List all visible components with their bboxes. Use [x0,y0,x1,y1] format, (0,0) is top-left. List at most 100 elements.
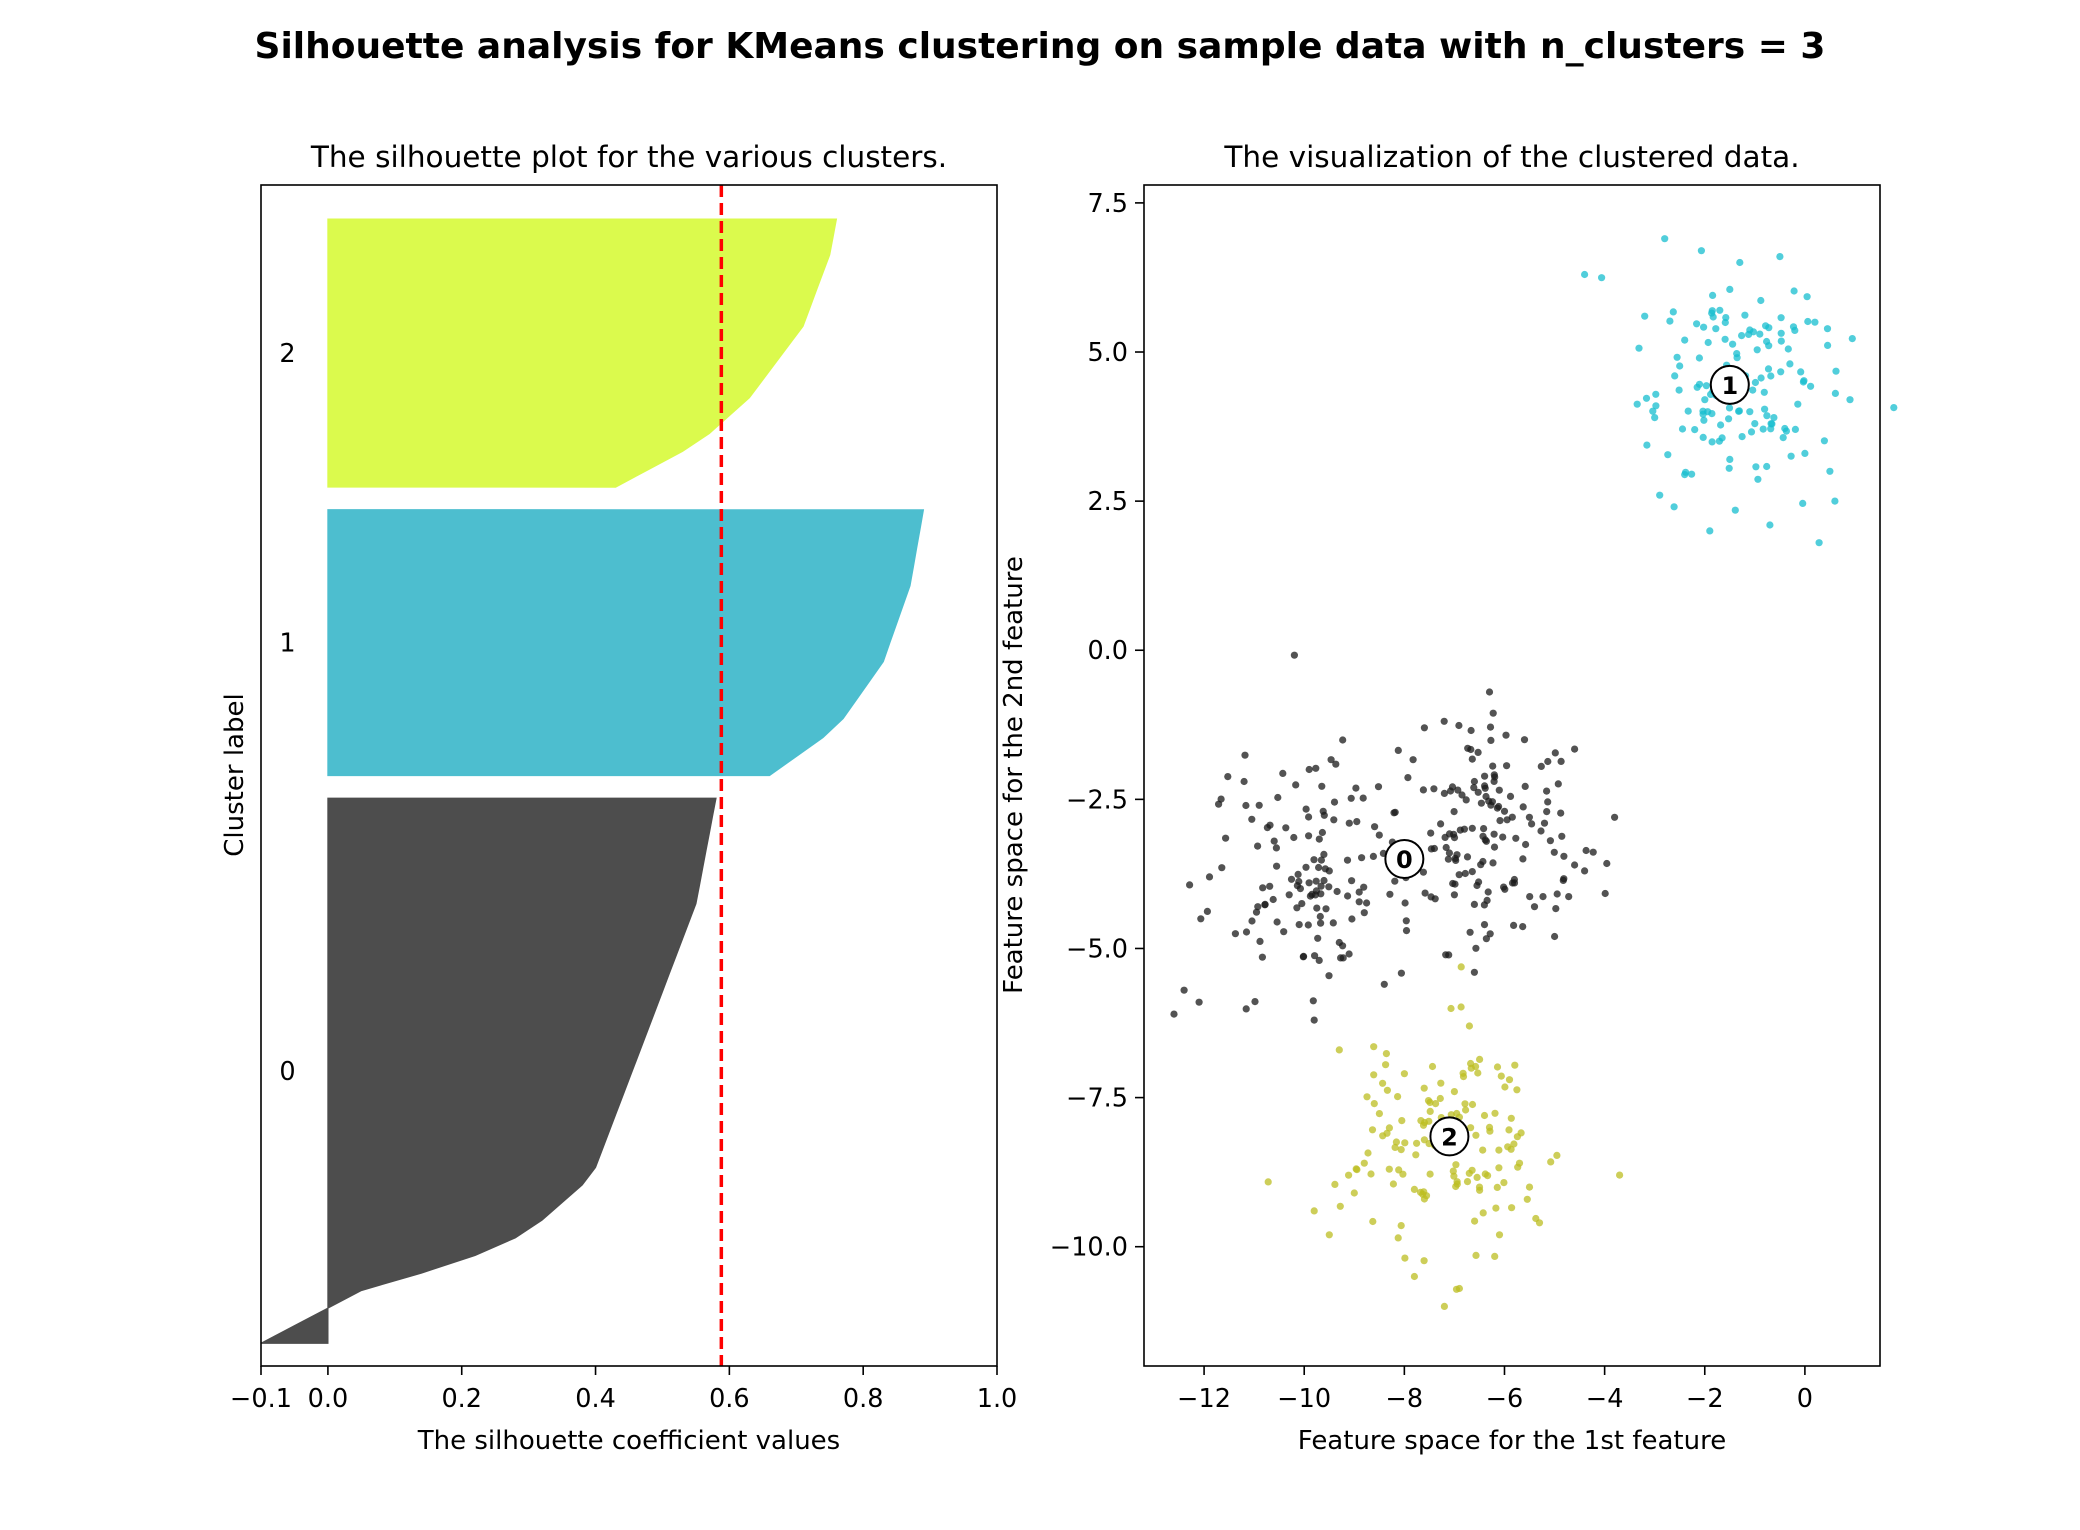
scatter-point-cluster-1 [1695,354,1703,362]
scatter-point-cluster-0 [1348,877,1356,885]
scatter-point-cluster-1 [1831,497,1839,505]
scatter-point-cluster-0 [1519,923,1527,931]
scatter-point-cluster-1 [1726,455,1734,463]
scatter-point-cluster-0 [1419,786,1427,794]
scatter-point-cluster-0 [1325,867,1333,875]
scatter-point-cluster-2 [1389,1180,1397,1188]
scatter-point-cluster-0 [1601,889,1609,898]
scatter-point-cluster-2 [1449,1167,1457,1175]
scatter-point-cluster-0 [1571,861,1579,869]
scatter-point-cluster-1 [1763,462,1771,471]
scatter-point-cluster-0 [1468,824,1476,832]
scatter-point-cluster-1 [1736,258,1744,267]
scatter-point-cluster-2 [1492,1204,1500,1212]
scatter-point-cluster-1 [1779,434,1787,442]
cluster-label-1: 1 [279,629,295,659]
scatter-point-cluster-0 [1345,950,1353,958]
scatter-point-cluster-0 [1482,935,1490,943]
scatter-point-cluster-0 [1445,951,1453,959]
scatter-point-cluster-1 [1664,451,1672,459]
scatter-point-cluster-0 [1489,709,1497,717]
scatter-point-cluster-1 [1786,360,1794,368]
scatter-point-cluster-2 [1369,1217,1377,1226]
scatter-point-cluster-1 [1790,287,1798,295]
scatter-point-cluster-2 [1426,1170,1434,1178]
scatter-point-cluster-0 [1402,927,1411,935]
scatter-point-cluster-0 [1463,853,1472,861]
scatter-point-cluster-0 [1520,736,1529,744]
scatter-point-cluster-0 [1490,843,1499,851]
scatter-point-cluster-0 [1360,883,1368,891]
scatter-point-cluster-0 [1543,787,1551,795]
scatter-point-cluster-2 [1450,1088,1458,1096]
scatter-point-cluster-0 [1603,859,1611,868]
scatter-point-cluster-1 [1684,407,1692,415]
scatter-point-cluster-2 [1453,1109,1461,1118]
scatter-x-tick-label: 0 [1797,1384,1813,1414]
scatter-point-cluster-0 [1468,868,1476,876]
scatter-point-cluster-0 [1552,905,1560,913]
scatter-point-cluster-1 [1784,345,1792,353]
scatter-point-cluster-1 [1752,463,1760,471]
silhouette-x-tick-label: 1.0 [977,1384,1018,1414]
silhouette-fill-cluster-1 [327,509,925,777]
scatter-point-cluster-0 [1197,915,1205,923]
scatter-point-cluster-1 [1735,407,1743,415]
scatter-point-cluster-0 [1401,899,1409,907]
scatter-point-cluster-1 [1797,368,1805,376]
scatter-point-cluster-2 [1394,1093,1402,1101]
scatter-point-cluster-2 [1457,963,1465,971]
scatter-point-cluster-0 [1519,855,1527,863]
scatter-point-cluster-0 [1316,912,1324,921]
scatter-point-cluster-2 [1412,1151,1420,1159]
scatter-point-cluster-1 [1670,503,1678,511]
scatter-point-cluster-1 [1767,420,1775,428]
scatter-point-cluster-0 [1325,883,1333,891]
scatter-point-cluster-1 [1826,467,1834,475]
scatter-point-cluster-1 [1708,438,1716,446]
scatter-point-cluster-0 [1474,788,1482,796]
scatter-point-cluster-0 [1420,724,1428,732]
scatter-point-cluster-1 [1787,452,1795,460]
figure-title: Silhouette analysis for KMeans clusterin… [255,26,1826,67]
scatter-point-cluster-0 [1280,928,1288,936]
scatter-point-cluster-2 [1455,1284,1463,1293]
scatter-point-cluster-2 [1417,1117,1425,1125]
scatter-point-cluster-0 [1203,907,1211,916]
scatter-point-cluster-0 [1317,919,1325,927]
scatter-point-cluster-1 [1681,471,1689,479]
scatter-point-cluster-0 [1317,890,1325,898]
scatter-point-cluster-0 [1448,783,1457,791]
scatter-point-cluster-2 [1462,1106,1470,1114]
scatter-x-tick-label: −4 [1586,1384,1624,1414]
scatter-point-cluster-0 [1305,832,1313,840]
scatter-point-cluster-2 [1437,1079,1445,1087]
scatter-point-cluster-1 [1661,235,1669,243]
scatter-point-cluster-0 [1458,791,1466,799]
scatter-point-cluster-2 [1440,1302,1448,1310]
scatter-point-cluster-0 [1480,825,1488,833]
scatter-point-cluster-0 [1217,795,1225,803]
scatter-point-cluster-2 [1350,1189,1358,1197]
scatter-point-cluster-2 [1461,1100,1469,1108]
scatter-point-cluster-0 [1490,830,1498,838]
scatter-point-cluster-2 [1426,1098,1434,1106]
scatter-point-cluster-0 [1344,892,1352,900]
scatter-point-cluster-0 [1363,899,1371,907]
scatter-point-cluster-0 [1487,736,1495,745]
scatter-point-cluster-0 [1269,895,1277,904]
scatter-point-cluster-0 [1500,883,1508,891]
scatter-point-cluster-0 [1397,969,1405,977]
scatter-point-cluster-2 [1391,1143,1399,1151]
scatter-point-cluster-0 [1455,721,1463,730]
scatter-point-cluster-0 [1496,817,1504,825]
scatter-point-cluster-1 [1794,400,1802,408]
scatter-point-cluster-2 [1476,1055,1484,1063]
scatter-point-cluster-0 [1404,774,1412,782]
cluster-center-marker-1 [1709,364,1750,405]
scatter-point-cluster-0 [1186,881,1194,889]
scatter-point-cluster-0 [1551,749,1559,757]
scatter-point-cluster-2 [1517,1129,1525,1137]
scatter-point-cluster-0 [1302,805,1310,813]
scatter-point-cluster-2 [1493,1063,1502,1071]
